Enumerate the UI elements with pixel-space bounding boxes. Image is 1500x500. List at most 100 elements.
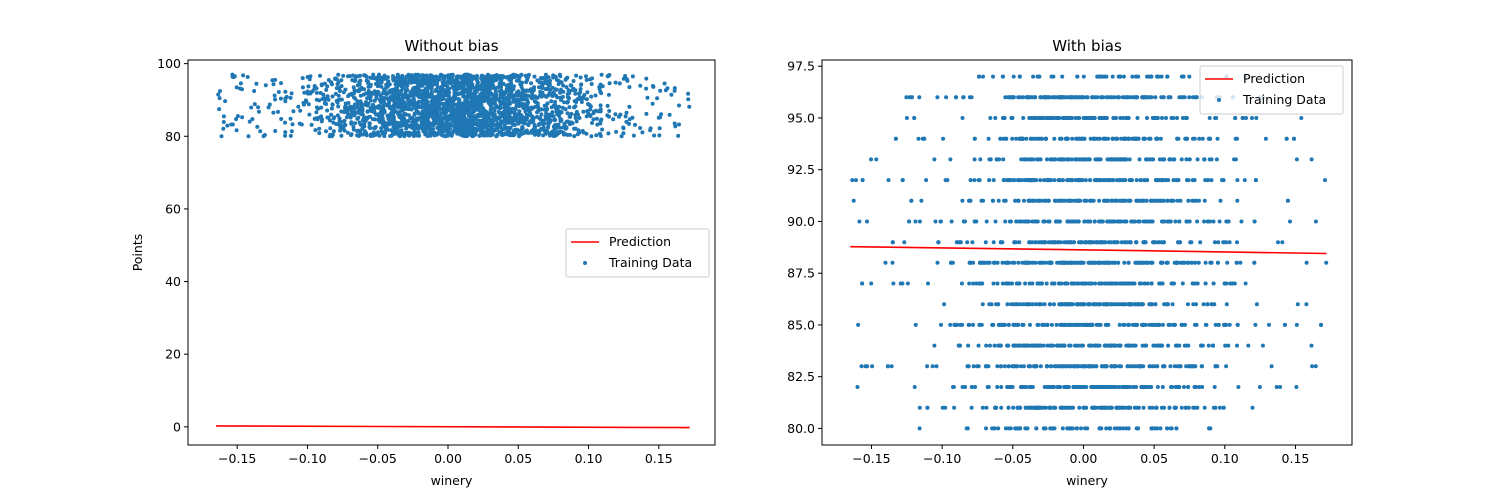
data-point <box>589 134 594 139</box>
data-point <box>1165 198 1170 203</box>
data-point <box>1048 302 1053 307</box>
data-point <box>977 178 982 183</box>
data-point <box>235 114 240 119</box>
data-point <box>1130 281 1135 286</box>
data-point <box>1098 157 1103 162</box>
data-point <box>1225 260 1230 265</box>
data-point <box>621 126 626 131</box>
data-point <box>456 85 461 89</box>
data-point <box>371 133 376 138</box>
data-point <box>478 92 483 97</box>
data-point <box>513 93 518 98</box>
data-point <box>437 127 442 132</box>
data-point <box>588 107 593 112</box>
data-point <box>389 133 394 138</box>
data-point <box>490 96 495 101</box>
data-point <box>1128 95 1133 100</box>
data-point <box>1151 240 1156 245</box>
data-point <box>520 127 524 132</box>
data-point <box>970 240 975 245</box>
data-point <box>1206 343 1211 348</box>
data-point <box>221 126 226 131</box>
data-point <box>485 77 490 82</box>
data-point <box>598 134 603 138</box>
data-point <box>390 91 395 95</box>
data-point <box>1235 178 1240 183</box>
data-point <box>300 85 305 90</box>
data-point <box>417 82 421 87</box>
data-point <box>263 83 268 88</box>
data-point <box>353 121 357 126</box>
data-point <box>502 92 507 96</box>
data-point <box>983 240 988 245</box>
data-point <box>1153 95 1158 100</box>
data-point <box>317 126 322 131</box>
data-point <box>916 136 921 141</box>
data-point <box>1203 281 1208 286</box>
data-point <box>960 322 965 327</box>
data-point <box>1227 322 1232 327</box>
data-point <box>965 240 970 245</box>
data-point <box>422 96 427 101</box>
data-point <box>1192 136 1197 141</box>
data-point <box>397 98 402 103</box>
data-point <box>1042 426 1047 431</box>
data-point <box>1049 240 1054 245</box>
data-point <box>346 94 351 99</box>
data-point <box>359 86 364 91</box>
data-point <box>1057 178 1062 183</box>
data-point <box>223 99 228 104</box>
data-point <box>486 115 491 120</box>
data-point <box>279 81 283 86</box>
data-point <box>980 302 985 307</box>
data-point <box>332 115 337 120</box>
data-point <box>305 75 310 79</box>
data-point <box>526 93 531 98</box>
data-point <box>362 73 367 78</box>
data-point <box>1195 157 1200 162</box>
data-point <box>512 114 517 118</box>
data-point <box>969 95 974 100</box>
data-point <box>1000 281 1005 286</box>
data-point <box>1043 405 1048 410</box>
data-point <box>383 131 388 135</box>
data-point <box>443 92 448 96</box>
data-point <box>917 405 922 410</box>
data-point <box>1189 260 1194 265</box>
data-point <box>543 87 548 91</box>
data-point <box>1014 136 1019 141</box>
data-point <box>1167 157 1172 162</box>
data-point <box>865 219 869 224</box>
data-point <box>1070 219 1075 224</box>
data-point <box>428 110 432 115</box>
data-point <box>368 84 373 89</box>
data-point <box>490 81 495 85</box>
data-point <box>572 105 577 110</box>
data-point <box>890 260 895 265</box>
data-point <box>428 129 433 134</box>
data-point <box>345 108 350 113</box>
data-point <box>1005 281 1010 286</box>
data-point <box>1182 385 1186 389</box>
data-point <box>1167 405 1172 410</box>
data-point <box>1263 136 1268 141</box>
data-point <box>1083 178 1088 183</box>
data-point <box>1085 95 1090 100</box>
data-point <box>1202 405 1207 410</box>
data-point <box>513 106 518 111</box>
data-point <box>1125 95 1130 100</box>
data-point <box>479 83 483 88</box>
data-point <box>434 79 439 84</box>
data-point <box>322 96 327 101</box>
data-point <box>1202 198 1207 203</box>
data-point <box>607 109 612 113</box>
data-point <box>468 115 473 120</box>
data-point <box>372 98 377 103</box>
data-point <box>1313 364 1318 369</box>
data-point <box>1134 364 1138 369</box>
data-point <box>1269 364 1274 369</box>
data-point <box>1112 260 1117 265</box>
data-point <box>933 219 938 224</box>
data-point <box>913 219 918 224</box>
data-point <box>1285 198 1290 203</box>
